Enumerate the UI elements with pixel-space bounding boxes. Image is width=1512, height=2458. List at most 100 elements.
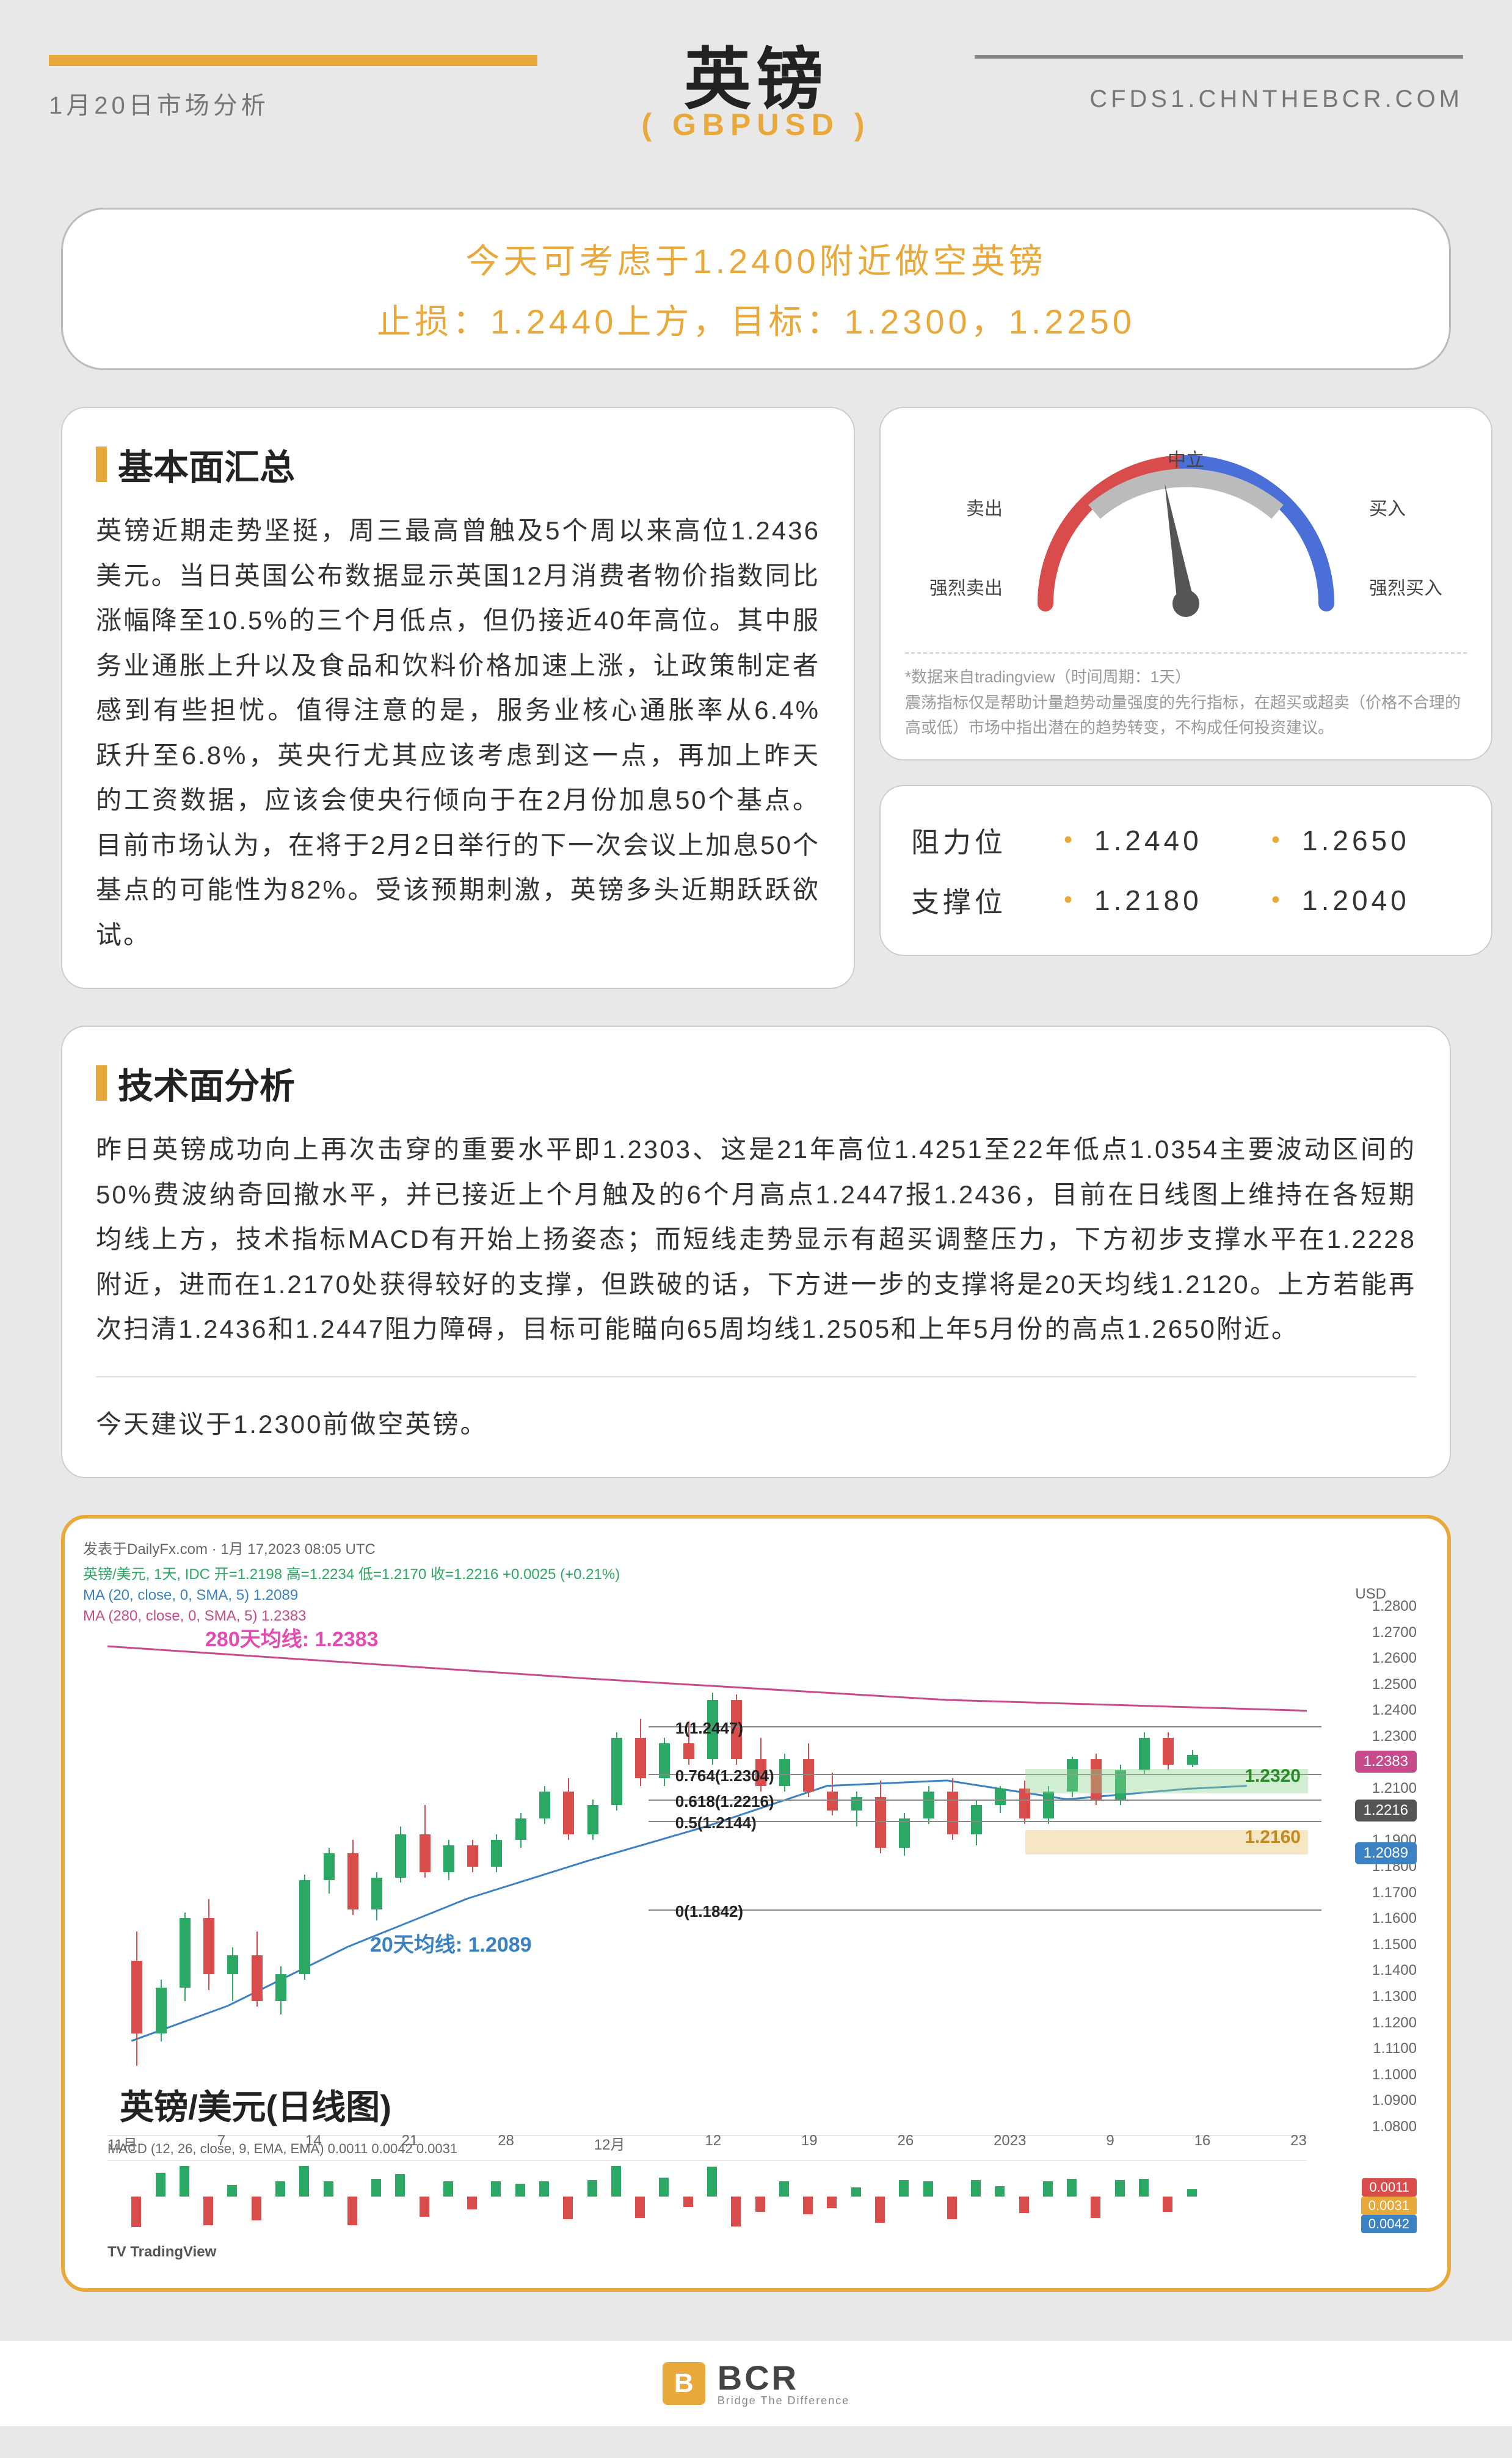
- macd-bar: [156, 2173, 165, 2197]
- macd-bar: [899, 2180, 909, 2197]
- macd-bar: [1043, 2181, 1053, 2197]
- fib-label: 0.764(1.2304): [675, 1767, 774, 1785]
- macd-bar: [467, 2197, 477, 2209]
- macd-bar: [947, 2197, 957, 2219]
- macd-bar: [180, 2166, 189, 2197]
- macd-bar: [347, 2197, 357, 2225]
- y-axis: 1.2800 1.2700 1.2600 1.2500 1.2400 1.2300 1.22…: [1313, 1598, 1417, 2135]
- y-tick: 1.1000: [1313, 2066, 1417, 2084]
- y-tick: 1.2600: [1313, 1650, 1417, 1667]
- page-subtitle: ( GBPUSD ): [642, 107, 871, 142]
- support-1: 1.2180: [1094, 884, 1253, 917]
- page-root: 1月20日市场分析 CFDS1.CHNTHEBCR.COM 英镑 ( GBPUS…: [0, 0, 1512, 2451]
- content-row: 基本面汇总 英镑近期走势坚挺，周三最高曾触及5个周以来高位1.2436美元。当日…: [61, 407, 1451, 989]
- annot-ma280: 280天均线: 1.2383: [205, 1622, 379, 1652]
- y-tick: 1.1200: [1313, 2015, 1417, 2032]
- y-tick: 1.2800: [1313, 1598, 1417, 1615]
- fundamentals-title: 基本面汇总: [96, 439, 820, 490]
- footer-text: BCR Bridge The Difference: [718, 2361, 849, 2406]
- technical-summary: 今天建议于1.2300前做空英镑。: [96, 1402, 1416, 1447]
- macd-bar: [875, 2197, 885, 2223]
- macd-bar: [779, 2181, 789, 2197]
- macd-bar: [923, 2181, 933, 2197]
- gauge-strong-sell: 强烈卖出: [929, 573, 1003, 600]
- header-rule-left: [49, 55, 537, 66]
- chart-source: 发表于DailyFx.com · 1月 17,2023 08:05 UTC: [83, 1537, 1429, 1558]
- y-tick: 1.2500: [1313, 1676, 1417, 1693]
- macd-bar: [827, 2197, 837, 2208]
- macd-bar: [131, 2197, 141, 2227]
- resistance-1: 1.2440: [1094, 824, 1253, 857]
- footer-brand: BCR: [718, 2361, 849, 2395]
- macd-bar: [203, 2197, 213, 2225]
- y-tick: 1.2300: [1313, 1728, 1417, 1745]
- x-tick: 2023: [994, 2132, 1026, 2154]
- resistance-label: 阻力位: [911, 820, 1045, 861]
- macd-bar: [851, 2187, 861, 2197]
- y-tick: 1.1100: [1313, 2040, 1417, 2057]
- dot-icon: •: [1271, 826, 1284, 854]
- technical-text: 昨日英镑成功向上再次击穿的重要水平即1.2303、这是21年高位1.4251至2…: [96, 1127, 1416, 1352]
- fib-line: [649, 1726, 1321, 1727]
- ma-lines: [107, 1598, 1307, 2135]
- x-tick: 16: [1194, 2132, 1211, 2154]
- chart-area: 发表于DailyFx.com · 1月 17,2023 08:05 UTC 英镑…: [83, 1537, 1429, 2270]
- y-tick: 1.1300: [1313, 1988, 1417, 2005]
- macd-bar: [1163, 2197, 1172, 2212]
- date-label: 1月20日市场分析: [49, 86, 269, 121]
- price-tag: 1.2383: [1355, 1751, 1417, 1773]
- dot-icon: •: [1064, 886, 1076, 914]
- tradingview-logo: TV TradingView: [107, 2244, 216, 2261]
- x-tick: 28: [498, 2132, 514, 2154]
- technical-card: 技术面分析 昨日英镑成功向上再次击穿的重要水平即1.2303、这是21年高位1.…: [61, 1026, 1451, 1478]
- header: 1月20日市场分析 CFDS1.CHNTHEBCR.COM 英镑 ( GBPUS…: [0, 0, 1512, 171]
- footer: B BCR Bridge The Difference: [0, 2341, 1512, 2426]
- fundamentals-text: 英镑近期走势坚挺，周三最高曾触及5个周以来高位1.2436美元。当日英国公布数据…: [96, 508, 820, 957]
- annot-ma20: 20天均线: 1.2089: [370, 1928, 532, 1958]
- macd-bar: [299, 2166, 309, 2197]
- macd-bar: [755, 2197, 765, 2212]
- support-label: 支撑位: [911, 880, 1045, 921]
- gauge-disclaimer: 震荡指标仅是帮助计量趋势动量强度的先行指标，在超买或超卖（价格不合理的高或低）市…: [905, 690, 1467, 741]
- macd-bar: [611, 2166, 621, 2197]
- gauge-source: *数据来自tradingview（时间周期：1天）: [905, 665, 1467, 690]
- macd-bar: [1091, 2197, 1100, 2218]
- macd-bar: [1019, 2197, 1029, 2213]
- price-tag: 1.2216: [1355, 1800, 1417, 1822]
- macd-bar: [1067, 2179, 1077, 2197]
- macd-bar: [563, 2197, 573, 2219]
- x-tick: 12月: [594, 2132, 625, 2154]
- macd-bar: [995, 2186, 1005, 2197]
- y-tick: 1.2400: [1313, 1702, 1417, 1719]
- gauge-divider: [905, 652, 1467, 654]
- x-tick: 12: [705, 2132, 721, 2154]
- y-tick: 1.0800: [1313, 2118, 1417, 2135]
- x-tick: 19: [801, 2132, 818, 2154]
- macd-bar: [707, 2167, 717, 2197]
- gauge-buy: 买入: [1369, 494, 1406, 520]
- macd-bar: [491, 2181, 501, 2197]
- resistance-2: 1.2650: [1302, 824, 1461, 857]
- macd-bar: [252, 2197, 261, 2220]
- chart-card: 发表于DailyFx.com · 1月 17,2023 08:05 UTC 英镑…: [61, 1515, 1451, 2292]
- x-tick: 23: [1290, 2132, 1307, 2154]
- col-sidecards: 中立 卖出 买入 强烈卖出 强烈买入 *数据来自tradingview（时间周期…: [879, 407, 1492, 989]
- support-2: 1.2040: [1302, 884, 1461, 917]
- macd-bar: [1115, 2180, 1125, 2197]
- trade-callout: 今天可考虑于1.2400附近做空英镑 止损：1.2440上方，目标：1.2300…: [61, 208, 1451, 370]
- gauge: 中立 卖出 买入 强烈卖出 强烈买入: [905, 432, 1467, 640]
- dot-icon: •: [1064, 826, 1076, 854]
- y-tick: 1.2700: [1313, 1624, 1417, 1641]
- callout-entry: 今天可考虑于1.2400附近做空英镑: [100, 234, 1412, 283]
- gauge-sell: 卖出: [966, 494, 1003, 520]
- y-tick: 1.1700: [1313, 1884, 1417, 1902]
- macd-value-tag: 0.0011: [1362, 2178, 1417, 2197]
- macd-bar: [1139, 2179, 1149, 2197]
- macd-strip: [107, 2160, 1307, 2233]
- macd-value-tag: 0.0042: [1361, 2215, 1417, 2233]
- macd-bar: [515, 2184, 525, 2197]
- macd-bar: [683, 2197, 693, 2207]
- macd-value-tag: 0.0031: [1361, 2197, 1417, 2215]
- macd-bar: [395, 2174, 405, 2197]
- resistance-row: 阻力位 • 1.2440 • 1.2650: [911, 811, 1461, 870]
